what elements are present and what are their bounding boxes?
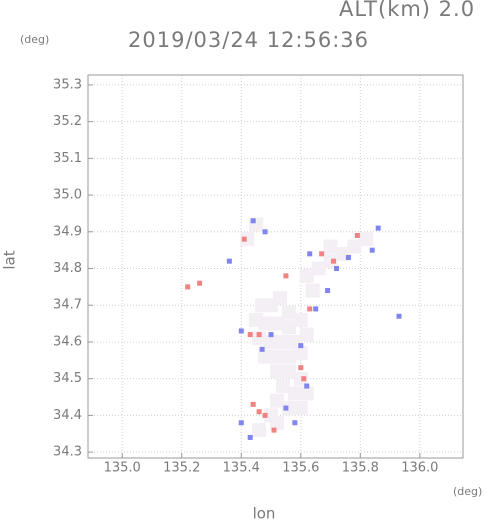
echo-cell bbox=[238, 420, 244, 426]
echo-cell bbox=[354, 232, 360, 238]
echo-cell bbox=[269, 415, 284, 430]
echo-cell bbox=[269, 349, 284, 364]
y-unit: (deg) bbox=[20, 33, 49, 46]
altitude-label: ALT(km) 2.0 bbox=[339, 0, 475, 21]
x-tick-label: 135.4 bbox=[223, 461, 260, 476]
y-axis-label: lat bbox=[1, 250, 19, 269]
echo-cell bbox=[240, 232, 255, 247]
echo-cell bbox=[293, 345, 308, 360]
echo-cell bbox=[369, 247, 375, 253]
echo-cell bbox=[271, 427, 277, 433]
echo-cell bbox=[313, 306, 319, 312]
echo-cell bbox=[331, 258, 337, 264]
echo-cell bbox=[258, 316, 273, 331]
x-tick-label: 136.0 bbox=[401, 461, 438, 476]
echo-cell bbox=[298, 365, 304, 371]
echo-cell bbox=[347, 239, 362, 254]
y-tick-label: 34.5 bbox=[53, 371, 82, 386]
echo-cell bbox=[293, 312, 308, 327]
echo-cell bbox=[256, 332, 262, 338]
echo-cell bbox=[281, 349, 296, 364]
echo-cell bbox=[293, 401, 308, 416]
echo-cell bbox=[268, 332, 274, 338]
echo-cell bbox=[252, 331, 267, 346]
plot-frame bbox=[87, 74, 464, 459]
y-tick-label: 34.8 bbox=[53, 261, 82, 276]
echo-cell bbox=[301, 376, 307, 382]
echo-cell bbox=[250, 401, 256, 407]
y-tick-label: 34.6 bbox=[53, 334, 82, 349]
echo-cell bbox=[269, 393, 284, 408]
echo-cell bbox=[292, 420, 298, 426]
echo-cell bbox=[269, 316, 284, 331]
echo-cell bbox=[262, 229, 268, 235]
echo-cell bbox=[299, 327, 314, 342]
echo-cell bbox=[262, 412, 268, 418]
echo-cell bbox=[252, 423, 267, 438]
echo-cell bbox=[264, 334, 279, 349]
echo-cell bbox=[299, 386, 314, 401]
echo-cell bbox=[247, 332, 253, 338]
y-tick-label: 35.3 bbox=[53, 77, 82, 92]
echo-cell bbox=[247, 434, 253, 440]
echo-cell bbox=[325, 288, 331, 294]
echo-cell bbox=[283, 405, 289, 411]
echo-cell bbox=[259, 346, 265, 352]
echo-cell bbox=[304, 383, 310, 389]
echo-cell bbox=[269, 364, 284, 379]
echo-cell bbox=[256, 409, 262, 415]
y-tick-label: 34.4 bbox=[53, 408, 82, 423]
echo-cell bbox=[293, 371, 308, 386]
y-tick-label: 34.7 bbox=[53, 298, 82, 313]
plot-area bbox=[88, 75, 463, 458]
echo-cell bbox=[258, 349, 273, 364]
y-tick-label: 34.3 bbox=[53, 445, 82, 460]
echo-cell bbox=[298, 343, 304, 349]
echo-cell bbox=[323, 254, 338, 269]
echo-cell bbox=[226, 258, 232, 264]
x-tick-label: 135.8 bbox=[342, 461, 379, 476]
echo-cell bbox=[250, 218, 256, 224]
echo-cell bbox=[275, 379, 290, 394]
echo-cell bbox=[305, 283, 320, 298]
echo-cell bbox=[283, 273, 289, 279]
echo-cell bbox=[197, 280, 203, 286]
y-tick-label: 35.2 bbox=[53, 114, 82, 129]
echo-cell bbox=[345, 255, 351, 261]
y-tick-label: 35.0 bbox=[53, 188, 82, 203]
echo-cell bbox=[241, 236, 247, 242]
echo-cell bbox=[311, 261, 326, 276]
echo-cell bbox=[307, 306, 313, 312]
echo-cell bbox=[185, 284, 191, 290]
echo-cell bbox=[299, 268, 314, 283]
echo-cell bbox=[272, 290, 287, 305]
x-axis-label: lon bbox=[253, 505, 276, 522]
echo-cell bbox=[281, 320, 296, 335]
echo-cell bbox=[359, 232, 374, 247]
echo-cell bbox=[375, 225, 381, 231]
echo-cell bbox=[396, 313, 402, 319]
echo-cell bbox=[281, 305, 296, 320]
echo-cell bbox=[281, 364, 296, 379]
x-tick-label: 135.0 bbox=[104, 461, 141, 476]
echo-cell bbox=[287, 386, 302, 401]
y-tick-label: 34.9 bbox=[53, 224, 82, 239]
x-unit: (deg) bbox=[453, 485, 482, 498]
echo-cell bbox=[334, 266, 340, 272]
echo-cell bbox=[323, 239, 338, 254]
y-tick-label: 35.1 bbox=[53, 151, 82, 166]
echo-cell bbox=[238, 328, 244, 334]
echo-cell bbox=[319, 251, 325, 257]
chart-title: 2019/03/24 12:56:36 bbox=[128, 28, 369, 52]
x-tick-label: 135.2 bbox=[163, 461, 200, 476]
echo-cell bbox=[275, 334, 290, 349]
echo-cell bbox=[281, 401, 296, 416]
echo-cell bbox=[307, 251, 313, 257]
x-tick-label: 135.6 bbox=[282, 461, 319, 476]
